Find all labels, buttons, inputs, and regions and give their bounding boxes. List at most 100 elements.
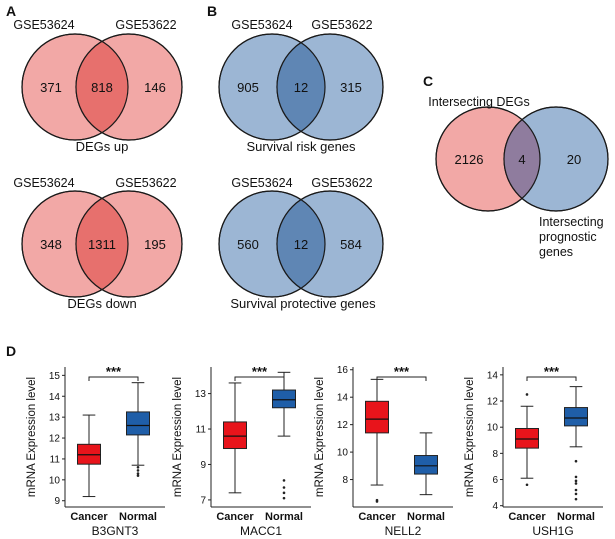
venn-overlap-count: 4	[518, 152, 525, 167]
box-cancer	[77, 414, 101, 498]
outlier-point	[574, 492, 578, 496]
venn-right-count: 20	[567, 152, 581, 167]
x-category-label: Normal	[557, 511, 595, 523]
venn-left-label: GSE53624	[13, 18, 74, 32]
panel-a-letter: A	[6, 3, 16, 19]
venn-right-count: 146	[144, 80, 166, 95]
gene-name: NELL2	[385, 524, 422, 538]
venn-left-label: GSE53624	[13, 176, 74, 190]
venn-overlap-region	[504, 107, 540, 211]
y-axis-label: mRNA Expression level	[464, 377, 476, 497]
venn-right-label-line: prognostic	[539, 230, 597, 244]
gene-name: USH1G	[532, 524, 573, 538]
venn-left-label: Intersecting DEGs	[428, 95, 529, 109]
iqr-box	[564, 407, 588, 427]
iqr-box	[223, 421, 247, 450]
significance-bracket	[376, 376, 427, 381]
y-tick-label: 12	[337, 420, 349, 431]
significance-label: ***	[106, 364, 122, 379]
significance-bracket	[88, 376, 139, 381]
y-tick-label: 6	[492, 475, 498, 486]
venn-overlap-count: 1311	[88, 237, 116, 252]
outlier-point	[574, 488, 578, 492]
significance-label: ***	[394, 364, 410, 379]
panel-c: C Intersecting DEGs 2126 4 20 Intersecti…	[423, 73, 609, 259]
y-tick-label: 13	[195, 389, 207, 400]
venn-caption: DEGs down	[67, 296, 136, 311]
venn-left-count: 348	[40, 237, 62, 252]
box-normal	[272, 371, 296, 500]
box-cancer	[223, 382, 247, 494]
venn-degs-up: GSE53624 GSE53622 371 818 146 DEGs up	[13, 18, 183, 154]
outlier-point	[574, 479, 578, 483]
gene-name: B3GNT3	[92, 524, 139, 538]
significance-bracket	[234, 376, 285, 381]
y-axis-label: mRNA Expression level	[26, 377, 38, 497]
y-tick-label: 12	[49, 434, 61, 445]
x-category-label: Normal	[119, 511, 157, 523]
venn-right-label: GSE53622	[311, 18, 372, 32]
y-tick-label: 10	[337, 448, 349, 459]
y-tick-label: 14	[337, 393, 349, 404]
venn-right-label: GSE53622	[115, 176, 176, 190]
panel-d-letter: D	[6, 343, 16, 359]
y-tick-label: 9	[200, 460, 206, 471]
box-normal	[414, 432, 438, 496]
outlier-point	[282, 491, 286, 495]
y-axis-label: mRNA Expression level	[314, 377, 326, 497]
boxplot-macc1: 7 9 11 13 mRNA Expression level Cancer Normal *…	[172, 364, 311, 538]
x-category-label: Cancer	[70, 511, 108, 523]
venn-right-label-line: genes	[539, 245, 573, 259]
venn-right-label: GSE53622	[311, 176, 372, 190]
x-category-label: Cancer	[216, 511, 254, 523]
gene-name: MACC1	[240, 524, 282, 538]
iqr-box	[365, 400, 389, 434]
venn-right-label-line: Intersecting	[539, 215, 604, 229]
y-tick-label: 11	[196, 425, 207, 436]
outlier-point	[282, 486, 286, 489]
venn-right-label: GSE53622	[115, 18, 176, 32]
venn-left-count: 2126	[455, 152, 484, 167]
significance-label: ***	[252, 364, 268, 379]
y-tick-label: 8	[342, 475, 348, 486]
boxplot-ush1g: 4 6 8 10 12 14 mRNA Expression level Cancer Norm…	[464, 364, 603, 538]
iqr-box	[515, 427, 539, 449]
panel-c-letter: C	[423, 73, 433, 89]
venn-overlap-region	[76, 34, 128, 140]
venn-right-count: 315	[340, 80, 362, 95]
y-axis-label: mRNA Expression level	[172, 377, 184, 497]
venn-overlap-count: 818	[91, 80, 113, 95]
x-category-label: Normal	[407, 511, 445, 523]
iqr-box	[126, 411, 150, 436]
venn-caption: Survival protective genes	[230, 296, 376, 311]
box-normal	[126, 382, 150, 477]
iqr-box	[272, 389, 296, 409]
outlier-point	[574, 475, 578, 479]
venn-overlap-region	[76, 191, 128, 297]
venn-left-label: GSE53624	[231, 18, 292, 32]
outlier-point	[282, 479, 286, 482]
venn-degs-down: GSE53624 GSE53622 348 1311 195 DEGs down	[13, 176, 183, 311]
y-tick-label: 8	[492, 449, 498, 460]
venn-caption: DEGs up	[76, 139, 129, 154]
venn-caption: Survival risk genes	[246, 139, 356, 154]
outlier-point	[136, 465, 140, 469]
outlier-point	[136, 472, 140, 475]
panel-d-boxplots: 9 10 11 12 13 14 15 mRNA Expression level Cancer…	[26, 364, 603, 538]
outlier-point	[574, 497, 578, 501]
significance-label: ***	[544, 364, 560, 379]
box-normal	[564, 386, 588, 501]
y-tick-label: 15	[49, 371, 61, 382]
outlier-point	[136, 469, 140, 472]
y-tick-label: 10	[487, 423, 499, 434]
venn-left-count: 905	[237, 80, 259, 95]
y-tick-label: 4	[492, 501, 498, 512]
venn-survival-risk: GSE53624 GSE53622 905 12 315 Survival ri…	[218, 18, 384, 154]
boxplot-nell2: 8 10 12 14 16 mRNA Expression level Cancer Norm…	[314, 364, 453, 538]
venn-left-count: 371	[40, 80, 62, 95]
y-tick-label: 9	[54, 496, 60, 507]
x-category-label: Cancer	[508, 511, 546, 523]
venn-overlap-count: 12	[294, 80, 308, 95]
venn-left-count: 560	[237, 237, 259, 252]
x-category-label: Normal	[265, 511, 303, 523]
